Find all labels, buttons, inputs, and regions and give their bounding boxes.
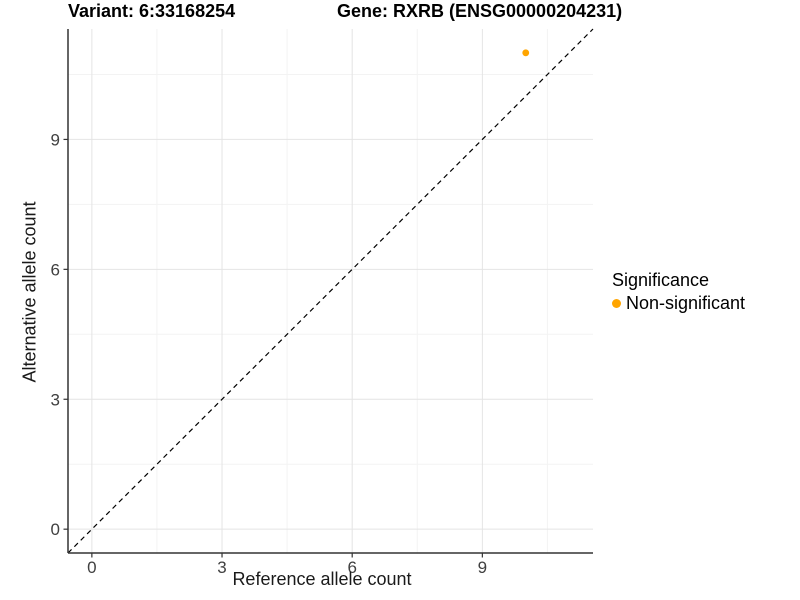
x-tick-label: 3 bbox=[217, 558, 226, 577]
variant-title: Variant: 6:33168254 bbox=[68, 1, 236, 21]
y-tick-label: 3 bbox=[51, 390, 60, 409]
legend-title: Significance bbox=[612, 270, 710, 290]
x-tick-label: 6 bbox=[347, 558, 356, 577]
gene-title: Gene: RXRB (ENSG00000204231) bbox=[337, 1, 623, 21]
x-tick-label: 9 bbox=[478, 558, 487, 577]
legend-item-label: Non-significant bbox=[626, 293, 746, 313]
y-tick-label: 9 bbox=[51, 130, 60, 149]
data-points bbox=[522, 49, 530, 57]
legend-item-non-significant: Non-significant bbox=[612, 293, 745, 314]
y-tick-label: 0 bbox=[51, 520, 60, 539]
legend-point-icon bbox=[612, 299, 621, 308]
identity-reference-line bbox=[67, 28, 594, 554]
minor-gridlines bbox=[68, 29, 593, 553]
x-axis-ticks: 0 3 6 9 bbox=[87, 553, 487, 577]
y-axis-title: Alternative allele count bbox=[19, 201, 40, 383]
y-axis-ticks: 0 3 6 9 bbox=[51, 130, 68, 539]
axis-lines bbox=[67, 29, 593, 554]
legend: Significance Non-significant bbox=[612, 270, 745, 314]
major-gridlines bbox=[68, 29, 593, 553]
data-point bbox=[522, 49, 530, 57]
x-tick-label: 0 bbox=[87, 558, 96, 577]
y-tick-label: 6 bbox=[51, 260, 60, 279]
x-axis-title: Reference allele count bbox=[232, 569, 412, 589]
